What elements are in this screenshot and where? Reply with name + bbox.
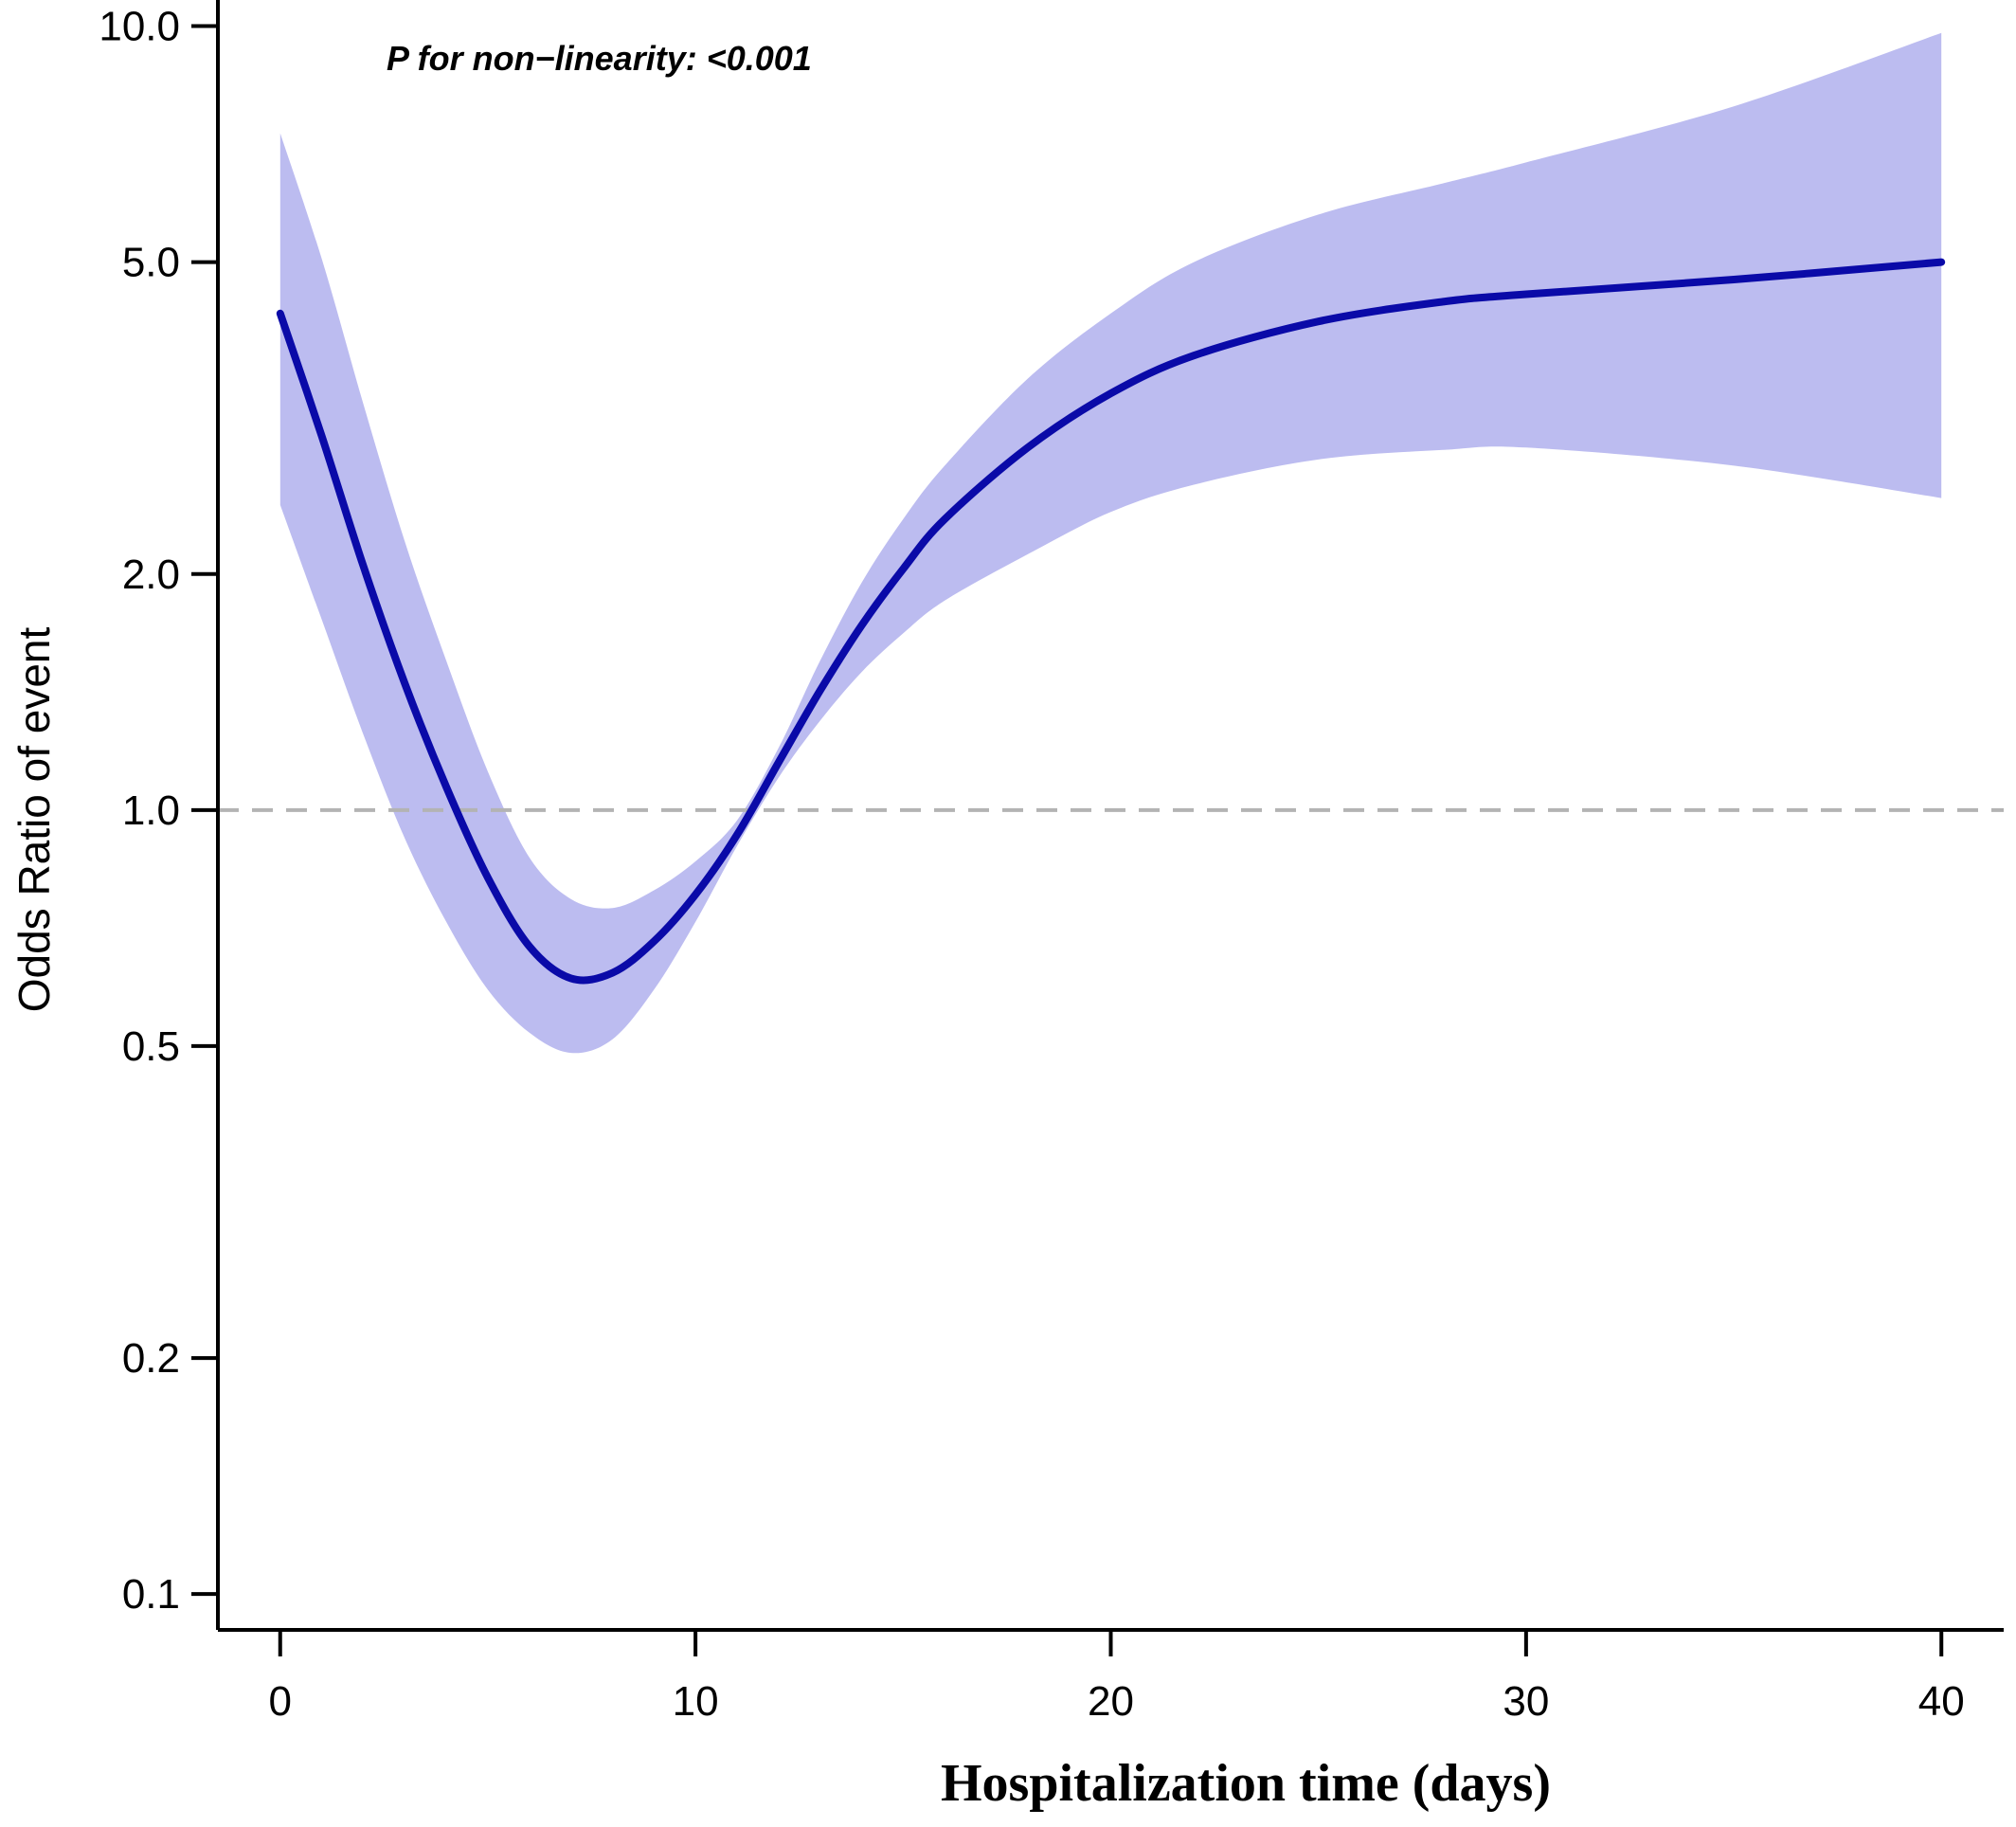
- y-tick-label: 10.0: [99, 4, 180, 50]
- confidence-band: [279, 32, 1942, 1054]
- x-axis-title: Hospitalization time (days): [941, 1754, 1551, 1813]
- y-tick-label: 0.1: [122, 1571, 180, 1618]
- x-tick-label: 40: [1918, 1678, 1965, 1725]
- odds-ratio-line-layer: [276, 258, 1946, 985]
- y-tick-label: 0.5: [122, 1023, 180, 1070]
- y-ticks: 0.1 0.2 0.5 1.0 2.0 5.0 10.0: [99, 4, 218, 1618]
- x-tick-label: 10: [673, 1678, 719, 1725]
- x-tick-label: 30: [1503, 1678, 1549, 1725]
- odds-ratio-line: [276, 258, 1946, 985]
- x-ticks: 0 10 20 30 40: [269, 1630, 1965, 1725]
- y-tick-label: 2.0: [122, 552, 180, 598]
- x-tick-label: 20: [1088, 1678, 1134, 1725]
- y-axis-title: Odds Ratio of event: [9, 627, 59, 1013]
- p-value-annotation: P for non−linearity: <0.001: [387, 39, 812, 78]
- y-tick-label: 5.0: [122, 240, 180, 286]
- y-tick-label: 1.0: [122, 787, 180, 834]
- confidence-band-layer: [279, 32, 1942, 1054]
- x-tick-label: 0: [269, 1678, 292, 1725]
- y-tick-label: 0.2: [122, 1335, 180, 1382]
